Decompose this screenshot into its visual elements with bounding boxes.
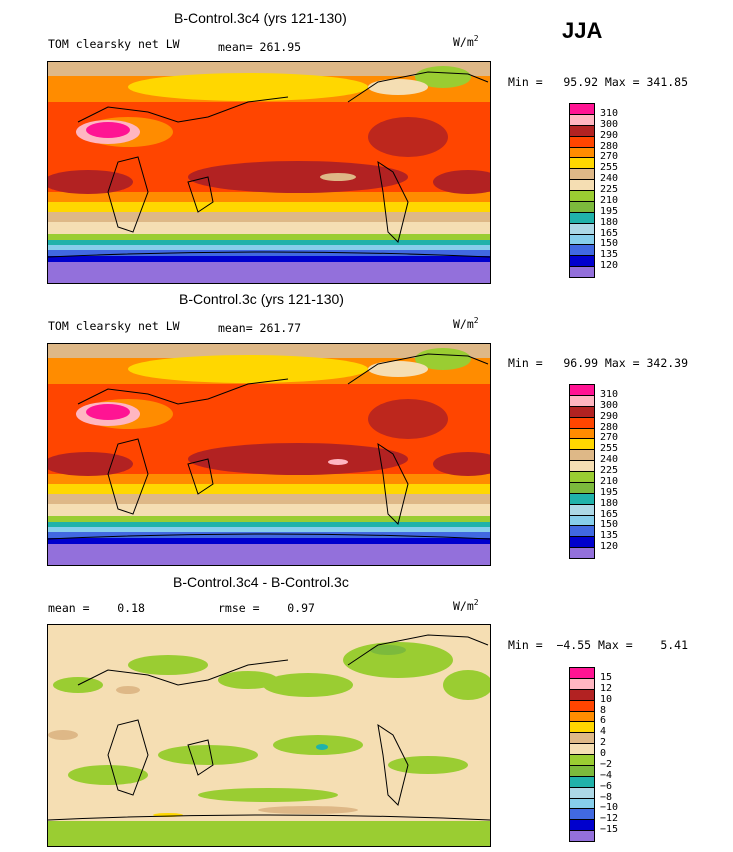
colorbar-label: 310: [600, 388, 619, 400]
panel-2-mean-label: mean= 261.77: [218, 321, 302, 335]
colorbar-label: 4: [600, 726, 607, 738]
panel-1-units: W/m2: [453, 34, 479, 49]
colorbar-label: 255: [600, 443, 619, 455]
colorbar-label: 120: [600, 541, 619, 553]
panel-2-colorbar: 310 300 290 280 270 255 240 225 210 195 180 165 150 1…: [569, 384, 618, 559]
panel-1-title: B-Control.3c4 (yrs 121-130): [174, 10, 347, 26]
colorbar-label: 150: [600, 238, 619, 250]
colorbar-label: 195: [600, 486, 619, 498]
colorbar-label: 0: [600, 748, 607, 759]
colorbar-label: 12: [600, 682, 613, 694]
panel-3-rmse-label: rmse = 0.97: [218, 601, 315, 615]
panel-2-variable-label: TOM clearsky net LW: [48, 319, 180, 333]
panel-1-colorbar: 310 300 290 280 270 255 240 225 210 195 180 165 150 1…: [569, 103, 618, 278]
colorbar-label: 150: [600, 519, 619, 531]
colorbar-label: 280: [600, 421, 619, 433]
panel-2-title: B-Control.3c (yrs 121-130): [179, 291, 344, 307]
colorbar-label: 135: [600, 249, 619, 261]
panel-1-map: [47, 61, 491, 284]
panel-2-units: W/m2: [453, 316, 479, 331]
panel-2-map: [47, 343, 491, 566]
colorbar-label: 280: [600, 140, 619, 152]
colorbar-label: −6: [600, 780, 613, 792]
panel-3-minmax: Min = −4.55 Max = 5.41: [508, 638, 689, 652]
colorbar-label: −2: [600, 758, 613, 770]
colorbar-label: 225: [600, 465, 619, 476]
colorbar-label: 290: [600, 410, 619, 422]
panel-3-colorbar: 15 12 10 8 6 4 2 0 −2 −4 −6 −8 −10 −12 −15: [569, 667, 618, 842]
colorbar-label: 240: [600, 454, 619, 466]
panel-3-mean-label: mean = 0.18: [48, 601, 145, 615]
panel-3-title: B-Control.3c4 - B-Control.3c: [173, 574, 349, 590]
colorbar-label: 6: [600, 715, 607, 727]
colorbar-label: 300: [600, 118, 619, 130]
colorbar-label: −12: [600, 813, 619, 825]
panel-3-units: W/m2: [453, 598, 479, 613]
panel-3-map: [47, 624, 491, 847]
panel-1-mean-label: mean= 261.95: [218, 40, 302, 54]
colorbar-label: 255: [600, 162, 619, 174]
colorbar-label: 120: [600, 260, 619, 272]
colorbar-label: 240: [600, 173, 619, 185]
colorbar-label: 195: [600, 205, 619, 217]
colorbar-label: 8: [600, 704, 607, 716]
colorbar-label: 180: [600, 497, 619, 509]
colorbar-swatch: [569, 266, 595, 278]
colorbar-label: 290: [600, 129, 619, 141]
colorbar-label: 15: [600, 671, 613, 683]
season-label: JJA: [562, 18, 603, 43]
colorbar-label: −8: [600, 791, 613, 803]
panel-2-minmax: Min = 96.99 Max = 342.39: [508, 356, 689, 370]
colorbar-label: 210: [600, 194, 619, 206]
colorbar-label: 165: [600, 227, 619, 239]
colorbar-label: 310: [600, 107, 619, 119]
panel-1-minmax: Min = 95.92 Max = 341.85: [508, 75, 689, 89]
colorbar-label: 2: [600, 737, 607, 749]
panel-1-variable-label: TOM clearsky net LW: [48, 37, 180, 51]
colorbar-label: −10: [600, 802, 619, 814]
colorbar-label: 225: [600, 184, 619, 195]
colorbar-label: −4: [600, 769, 613, 781]
colorbar-label: 10: [600, 693, 613, 705]
colorbar-swatch: [569, 547, 595, 559]
colorbar-label: 135: [600, 530, 619, 542]
colorbar-label: 210: [600, 475, 619, 487]
colorbar-swatch: [569, 830, 595, 842]
colorbar-label: 300: [600, 399, 619, 411]
colorbar-label: 270: [600, 432, 619, 444]
colorbar-label: 270: [600, 151, 619, 163]
colorbar-label: 165: [600, 508, 619, 520]
colorbar-label: 180: [600, 216, 619, 228]
colorbar-label: −15: [600, 824, 619, 836]
